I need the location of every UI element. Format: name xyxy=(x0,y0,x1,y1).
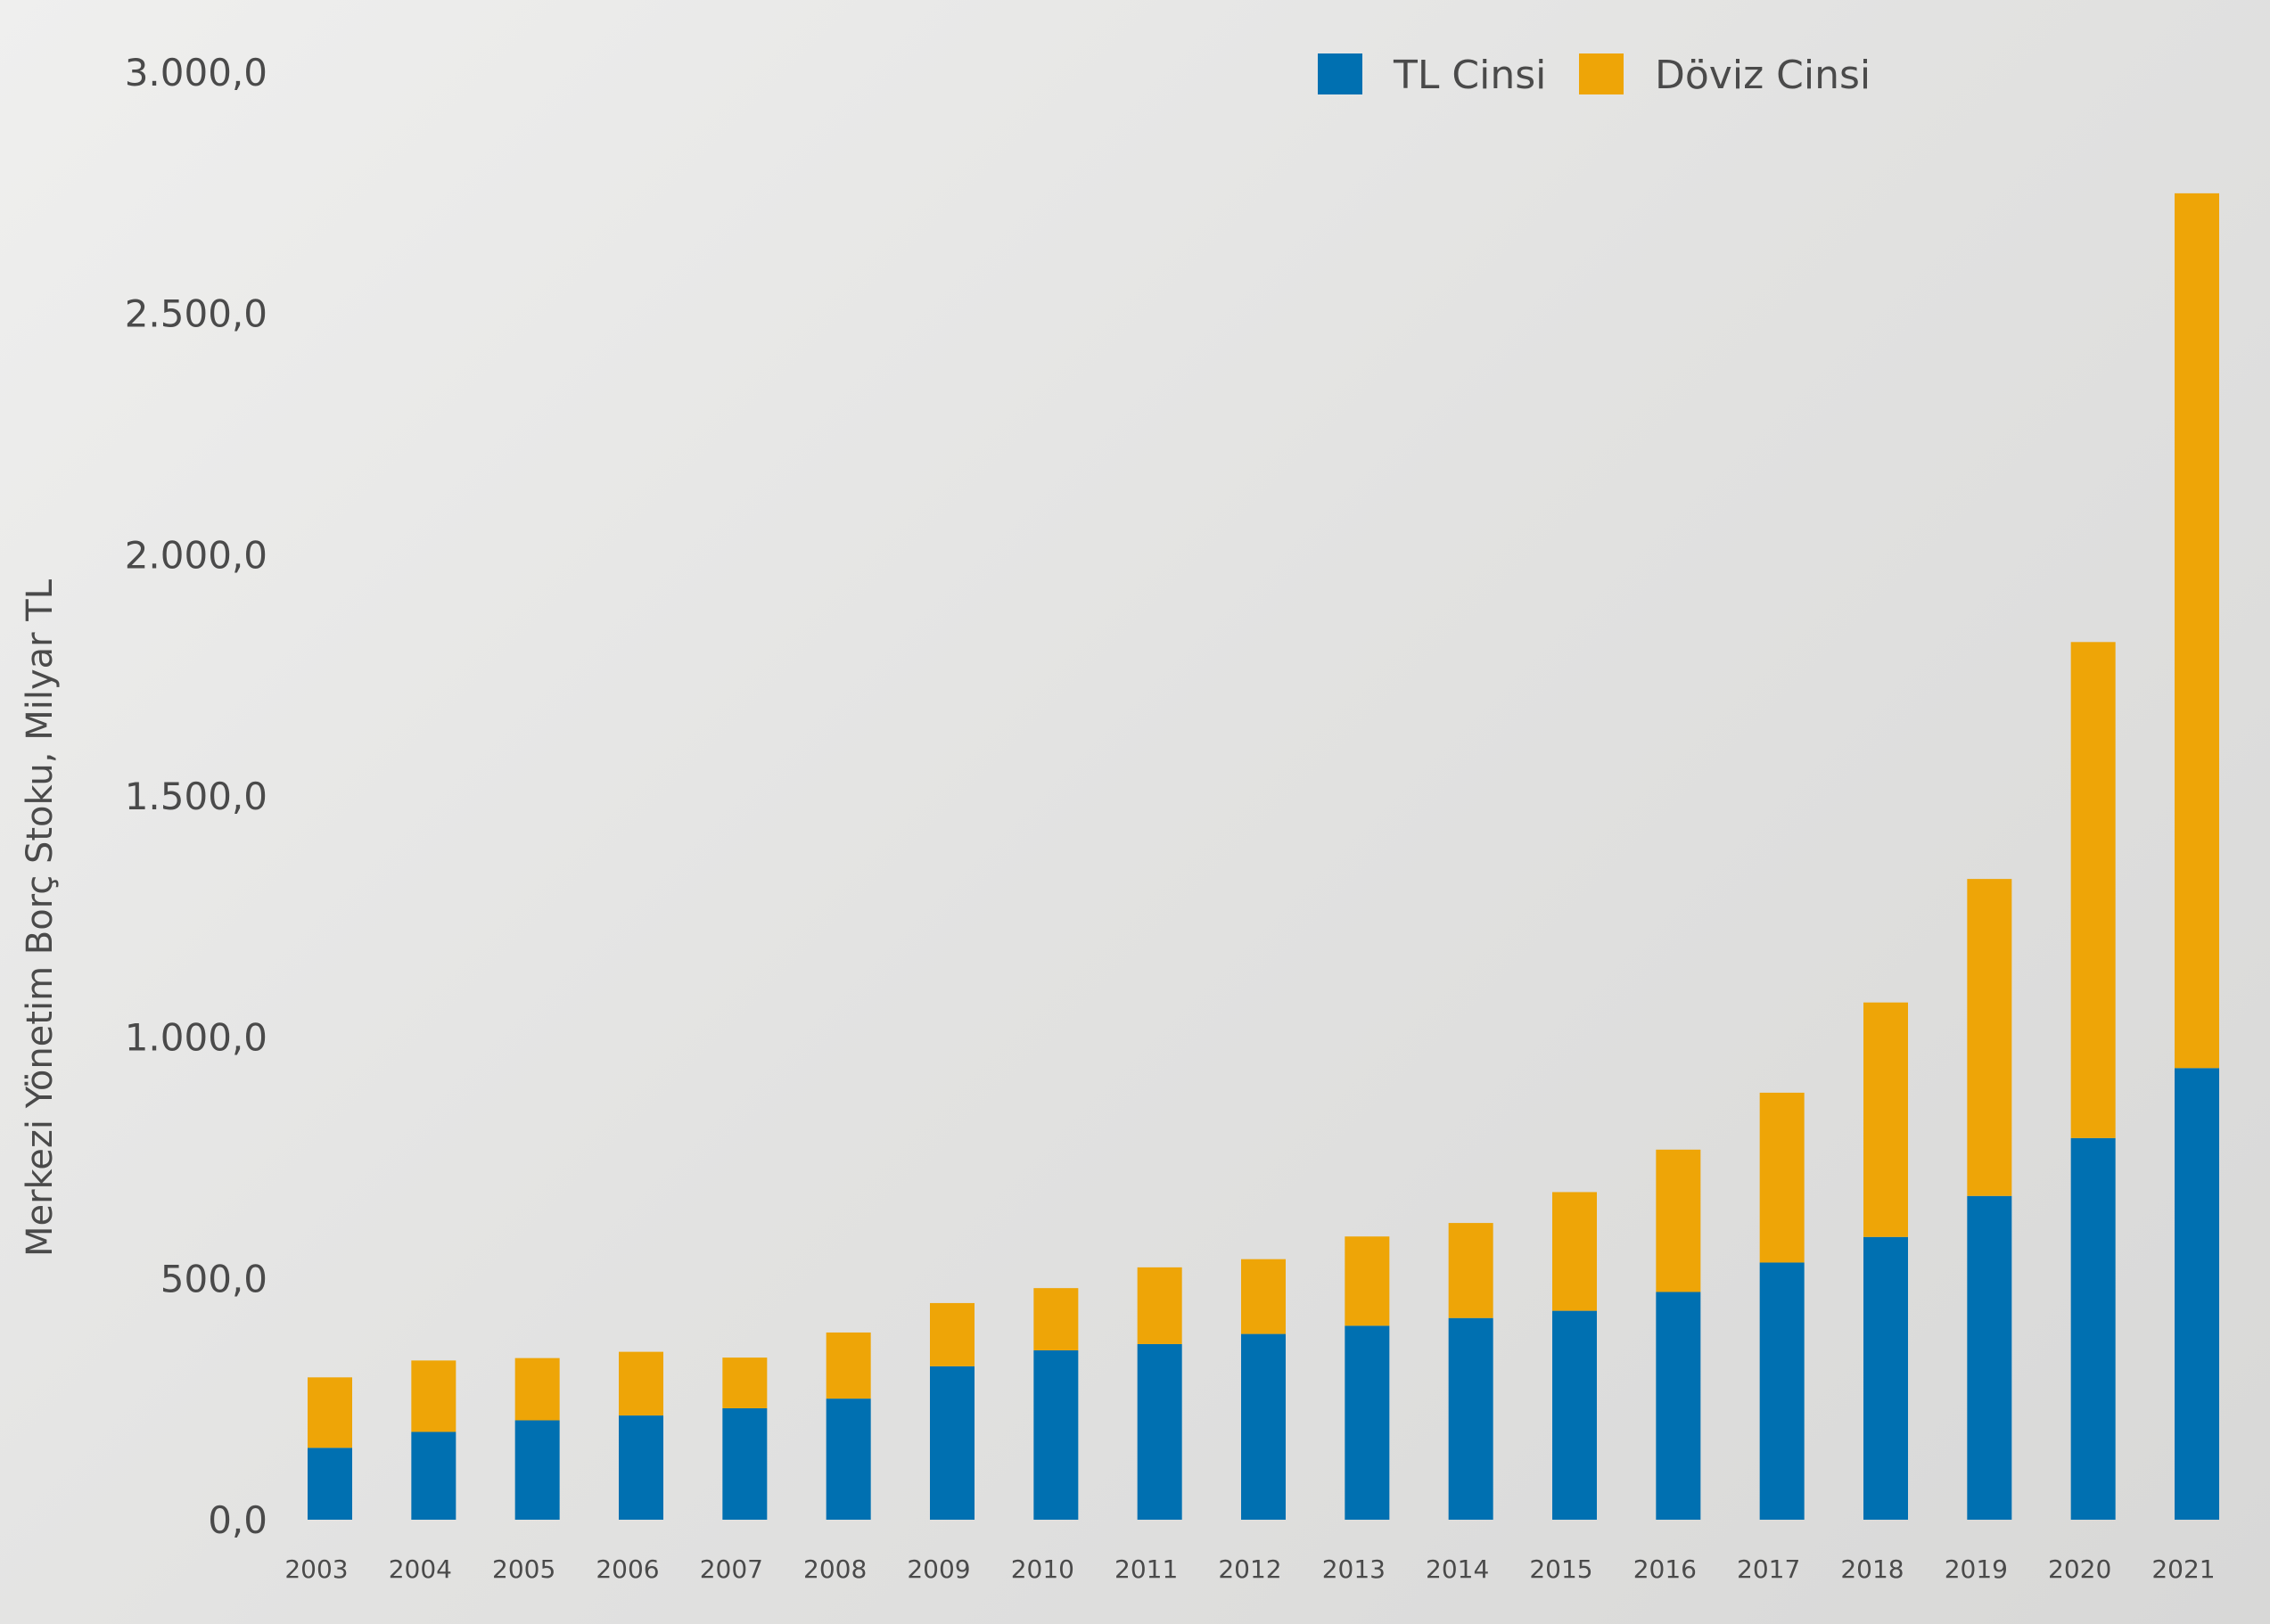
y-tick-label: 2.500,0 xyxy=(125,292,267,336)
bar-doviz-cinsi xyxy=(1863,1002,1908,1237)
bar-tl-cinsi xyxy=(1759,1262,1805,1520)
y-tick-label: 1.000,0 xyxy=(125,1016,267,1060)
x-tick-label: 2014 xyxy=(1426,1554,1489,1584)
legend-label: TL Cinsi xyxy=(1393,53,1546,98)
bar-doviz-cinsi xyxy=(722,1357,768,1408)
x-axis-ticks: 2003 2004 2005 2006 2007 2008 2009 2010 2011 2012… xyxy=(284,1554,2215,1584)
bar-doviz-cinsi xyxy=(619,1351,663,1416)
bar-doviz-cinsi xyxy=(1345,1236,1390,1326)
bar-doviz-cinsi xyxy=(1967,879,2012,1196)
y-axis-title: Merkezi Yönetim Borç Stoku, Milyar TL xyxy=(20,578,61,1257)
bar-tl-cinsi xyxy=(826,1398,871,1520)
y-tick-label: 2.000,0 xyxy=(125,533,267,577)
bar-tl-cinsi xyxy=(2175,1068,2219,1520)
bar-tl-cinsi xyxy=(1863,1236,1908,1520)
bar-tl-cinsi xyxy=(2070,1137,2116,1520)
bar-doviz-cinsi xyxy=(1033,1288,1079,1350)
x-tick-label: 2009 xyxy=(907,1554,970,1584)
bar-tl-cinsi xyxy=(514,1420,560,1520)
x-tick-label: 2006 xyxy=(596,1554,659,1584)
bar-tl-cinsi xyxy=(1137,1343,1182,1520)
bar-doviz-cinsi xyxy=(1656,1149,1701,1292)
bar-doviz-cinsi xyxy=(1552,1192,1597,1311)
bar-tl-cinsi xyxy=(411,1431,456,1520)
y-tick-label: 3.000,0 xyxy=(125,51,267,94)
bar-tl-cinsi xyxy=(619,1415,663,1520)
bar-doviz-cinsi xyxy=(1137,1267,1182,1344)
bar-doviz-cinsi xyxy=(1241,1259,1286,1334)
x-tick-label: 2013 xyxy=(1322,1554,1386,1584)
bar-tl-cinsi xyxy=(1241,1333,1286,1520)
bar-doviz-cinsi xyxy=(411,1360,456,1432)
y-axis-ticks: 0,0 500,0 1.000,0 1.500,0 2.000,0 2.500,0 3.00… xyxy=(125,51,267,1542)
bar-tl-cinsi xyxy=(930,1366,975,1520)
bar-tl-cinsi xyxy=(308,1448,352,1520)
bar-tl-cinsi xyxy=(1552,1310,1597,1520)
x-tick-label: 2020 xyxy=(2048,1554,2111,1584)
x-tick-label: 2010 xyxy=(1011,1554,1074,1584)
bar-doviz-cinsi xyxy=(2070,642,2116,1138)
y-tick-label: 1.500,0 xyxy=(125,775,267,818)
x-tick-label: 2005 xyxy=(492,1554,555,1584)
x-tick-label: 2021 xyxy=(2151,1554,2215,1584)
legend-swatch xyxy=(1579,53,1624,94)
bar-tl-cinsi xyxy=(1967,1195,2012,1520)
x-tick-label: 2003 xyxy=(284,1554,348,1584)
legend-swatch xyxy=(1318,53,1362,94)
bar-doviz-cinsi xyxy=(308,1377,352,1448)
bar-tl-cinsi xyxy=(1345,1325,1390,1520)
bar-doviz-cinsi xyxy=(2175,193,2219,1069)
bar-doviz-cinsi xyxy=(1448,1223,1493,1318)
x-tick-label: 2012 xyxy=(1218,1554,1281,1584)
x-tick-label: 2008 xyxy=(803,1554,867,1584)
y-tick-label: 500,0 xyxy=(160,1257,267,1300)
bar-doviz-cinsi xyxy=(930,1302,975,1366)
bar-tl-cinsi xyxy=(1448,1317,1493,1520)
x-tick-label: 2018 xyxy=(1840,1554,1904,1584)
bar-doviz-cinsi xyxy=(826,1332,871,1399)
x-tick-label: 2017 xyxy=(1737,1554,1800,1584)
x-tick-label: 2011 xyxy=(1114,1554,1178,1584)
bars xyxy=(308,193,2219,1520)
x-tick-label: 2015 xyxy=(1529,1554,1592,1584)
bar-doviz-cinsi xyxy=(1759,1092,1805,1263)
legend-label: Döviz Cinsi xyxy=(1655,53,1871,98)
x-tick-label: 2007 xyxy=(700,1554,763,1584)
x-tick-label: 2019 xyxy=(1945,1554,2008,1584)
bar-tl-cinsi xyxy=(1033,1349,1079,1520)
x-tick-label: 2016 xyxy=(1633,1554,1697,1584)
x-tick-label: 2004 xyxy=(389,1554,452,1584)
bar-doviz-cinsi xyxy=(514,1357,560,1421)
y-tick-label: 0,0 xyxy=(208,1498,267,1542)
legend: TL Cinsi Döviz Cinsi xyxy=(1318,53,1871,98)
bar-tl-cinsi xyxy=(1656,1292,1701,1520)
bar-tl-cinsi xyxy=(722,1407,768,1520)
